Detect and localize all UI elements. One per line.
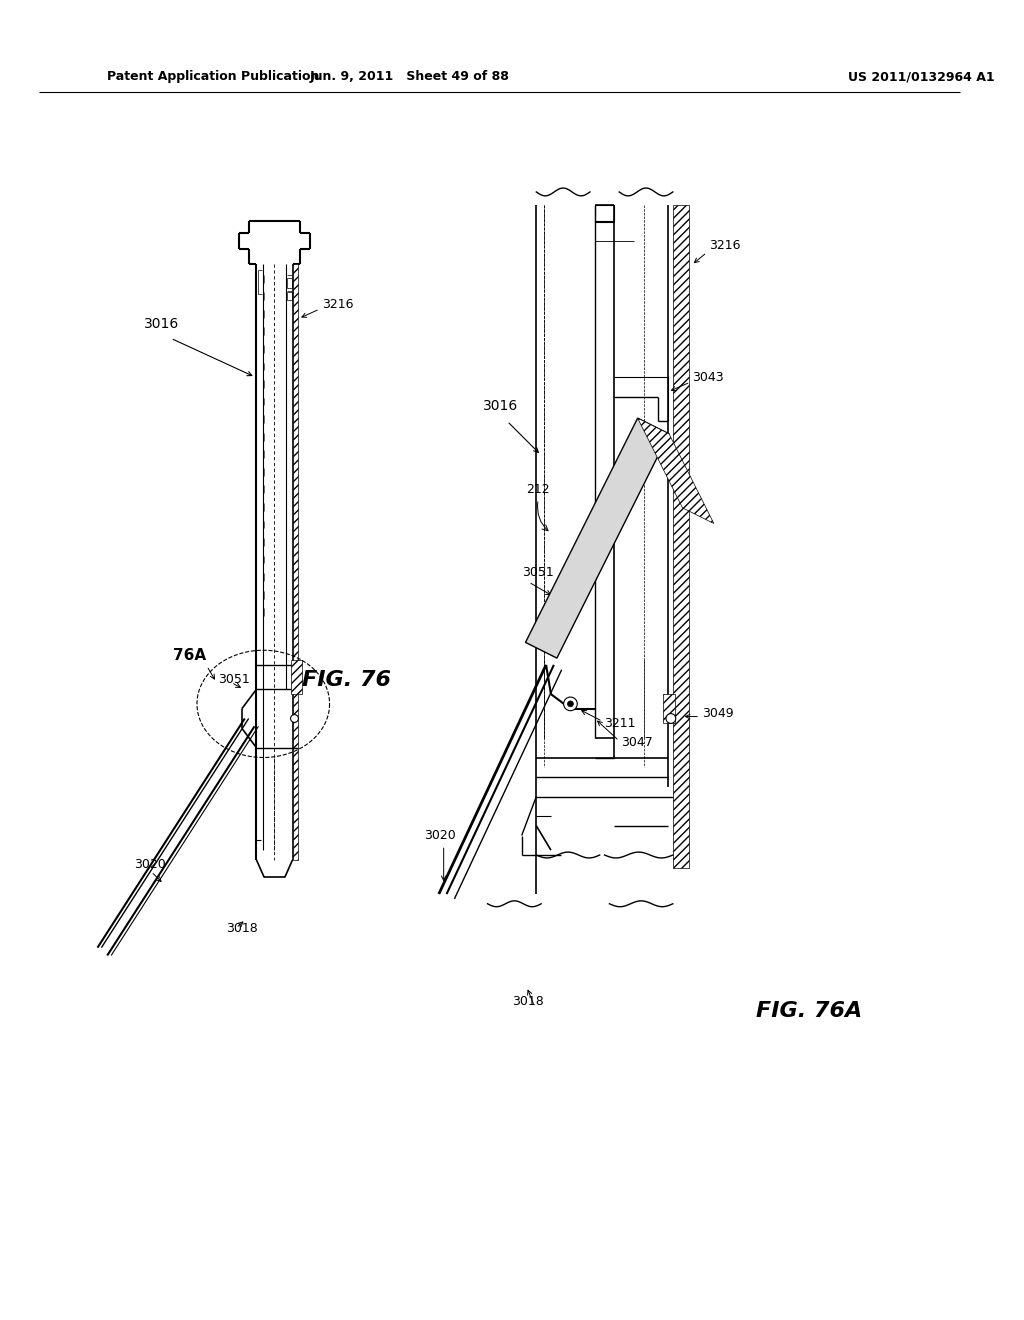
- Text: 3049: 3049: [702, 708, 734, 721]
- Bar: [293, 264, 298, 859]
- Polygon shape: [638, 418, 714, 524]
- Text: 3216: 3216: [709, 239, 740, 252]
- Text: 3020: 3020: [134, 858, 166, 871]
- Circle shape: [291, 714, 298, 722]
- Bar: [673, 205, 689, 867]
- Text: 3043: 3043: [692, 371, 724, 384]
- Circle shape: [567, 701, 573, 706]
- Text: 3016: 3016: [482, 400, 518, 413]
- Bar: [287, 277, 292, 288]
- Text: US 2011/0132964 A1: US 2011/0132964 A1: [848, 70, 995, 83]
- Text: 3020: 3020: [424, 829, 456, 842]
- Text: 3047: 3047: [622, 737, 653, 750]
- Circle shape: [666, 714, 676, 723]
- Text: 3018: 3018: [226, 921, 258, 935]
- Bar: [664, 694, 675, 723]
- Bar: [287, 293, 292, 300]
- Text: 3211: 3211: [604, 717, 636, 730]
- Text: 212: 212: [526, 483, 550, 496]
- Text: 3216: 3216: [322, 297, 353, 310]
- Text: 3051: 3051: [521, 566, 553, 578]
- Text: FIG. 76: FIG. 76: [302, 669, 391, 689]
- Text: 76A: 76A: [173, 648, 206, 663]
- Text: FIG. 76A: FIG. 76A: [756, 1001, 862, 1022]
- Text: 3018: 3018: [512, 995, 544, 1007]
- Polygon shape: [525, 418, 669, 659]
- Circle shape: [563, 697, 578, 710]
- Bar: [595, 205, 614, 222]
- Text: 3051: 3051: [218, 673, 250, 686]
- Text: 3016: 3016: [144, 317, 179, 330]
- Bar: [291, 660, 302, 694]
- Text: Patent Application Publication: Patent Application Publication: [108, 70, 319, 83]
- Text: Jun. 9, 2011   Sheet 49 of 88: Jun. 9, 2011 Sheet 49 of 88: [309, 70, 510, 83]
